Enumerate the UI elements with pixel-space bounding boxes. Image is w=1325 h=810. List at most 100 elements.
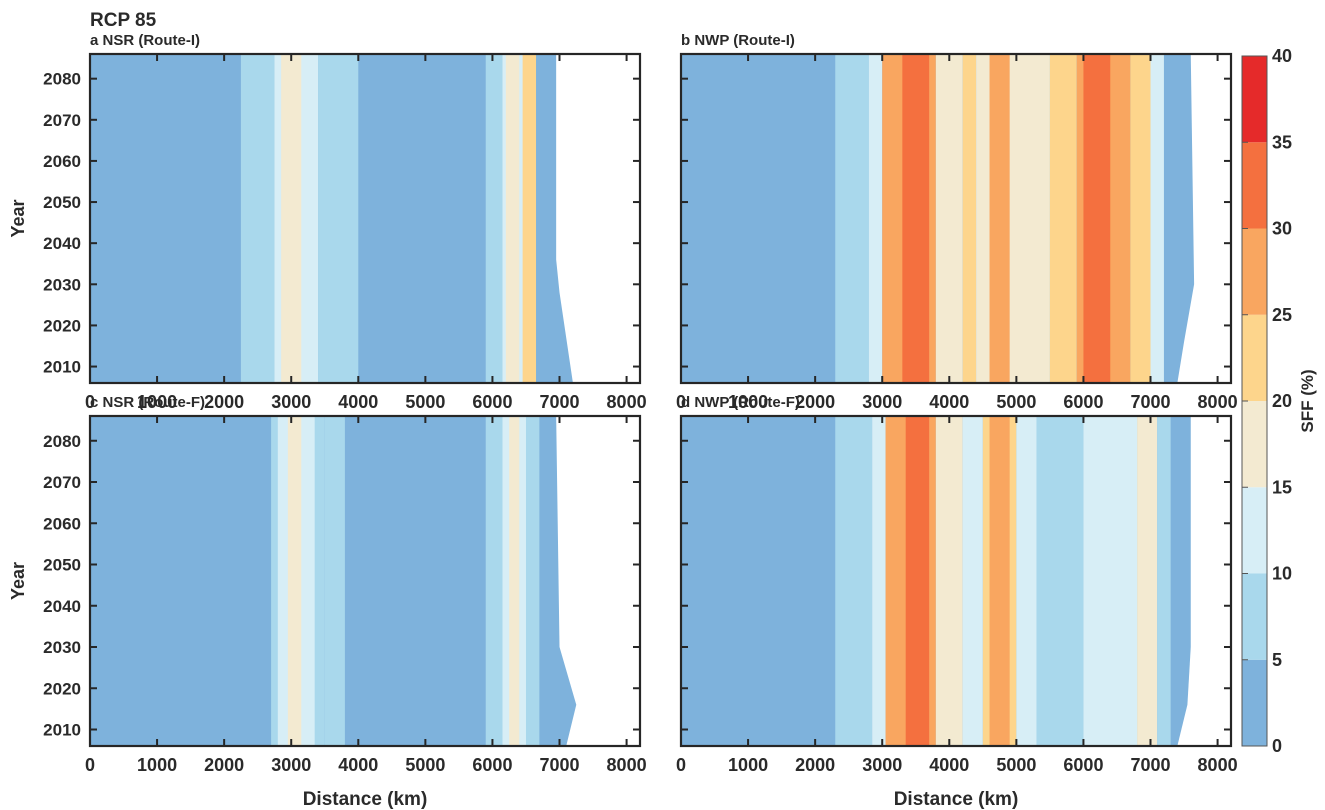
y-tick-label-a-2080: 2080 bbox=[43, 70, 81, 89]
sff-band-c-3 bbox=[324, 416, 345, 746]
colorbar-swatch-5 bbox=[1242, 228, 1267, 315]
x-tick-label-b-7000: 7000 bbox=[1130, 392, 1170, 412]
axes-frame-a bbox=[88, 52, 642, 385]
sff-band-d-5 bbox=[962, 416, 983, 746]
sff-band-b-12 bbox=[1150, 54, 1164, 383]
sff-band-a-3 bbox=[318, 54, 359, 383]
x-tick-label-c-7000: 7000 bbox=[539, 755, 579, 775]
x-tick-label-b-0: 0 bbox=[676, 392, 686, 412]
x-tick-label-d-5000: 5000 bbox=[996, 755, 1036, 775]
sff-band-a-0 bbox=[240, 54, 275, 383]
sff-band-d-7 bbox=[989, 416, 1010, 746]
panel-title-b: b NWP (Route-I) bbox=[681, 32, 795, 49]
y-axis-label-a: Year bbox=[8, 199, 28, 237]
x-tick-label-a-8000: 8000 bbox=[607, 392, 647, 412]
sff-band-d-11 bbox=[1137, 416, 1158, 746]
x-tick-label-a-0: 0 bbox=[85, 392, 95, 412]
sff-band-b-3 bbox=[902, 54, 930, 383]
sff-band-d-4 bbox=[935, 416, 963, 746]
x-tick-label-b-3000: 3000 bbox=[862, 392, 902, 412]
figure-title: RCP 85 bbox=[90, 10, 157, 31]
sff-band-b-8 bbox=[1049, 54, 1077, 383]
sff-band-a-6 bbox=[505, 54, 520, 383]
y-axis-label-c: Year bbox=[8, 562, 28, 600]
sff-band-b-1 bbox=[868, 54, 883, 383]
sff-band-a-2 bbox=[281, 54, 302, 383]
x-tick-label-c-0: 0 bbox=[85, 755, 95, 775]
colorbar-swatch-6 bbox=[1242, 142, 1267, 229]
colorbar-swatch-1 bbox=[1242, 573, 1267, 660]
y-tick-label-c-2040: 2040 bbox=[43, 597, 81, 616]
x-tick-label-c-8000: 8000 bbox=[607, 755, 647, 775]
colorbar-tick-label-25: 25 bbox=[1272, 305, 1292, 325]
x-axis-label-c: Distance (km) bbox=[303, 789, 428, 810]
y-tick-label-a-2050: 2050 bbox=[43, 193, 81, 212]
x-tick-label-c-3000: 3000 bbox=[271, 755, 311, 775]
sff-band-a-7 bbox=[522, 54, 537, 383]
x-tick-label-a-3000: 3000 bbox=[271, 392, 311, 412]
x-tick-label-d-1000: 1000 bbox=[728, 755, 768, 775]
colorbar-tick-label-10: 10 bbox=[1272, 564, 1292, 584]
colorbar-tick-label-30: 30 bbox=[1272, 219, 1292, 239]
x-tick-label-d-8000: 8000 bbox=[1198, 755, 1238, 775]
colorbar-tick-label-35: 35 bbox=[1272, 132, 1292, 152]
sff-band-a-4 bbox=[485, 54, 503, 383]
sff-band-d-12 bbox=[1157, 416, 1171, 746]
y-tick-label-a-2010: 2010 bbox=[43, 358, 81, 377]
x-tick-label-d-7000: 7000 bbox=[1130, 755, 1170, 775]
panel-title-d: d NWP (Route-F) bbox=[681, 394, 800, 411]
colorbar-swatch-4 bbox=[1242, 314, 1267, 401]
y-tick-label-a-2060: 2060 bbox=[43, 152, 81, 171]
y-tick-label-a-2020: 2020 bbox=[43, 316, 81, 335]
sff-band-d-3 bbox=[905, 416, 930, 746]
x-tick-label-d-3000: 3000 bbox=[862, 755, 902, 775]
sff-band-c-6 bbox=[509, 416, 520, 746]
y-tick-label-a-2040: 2040 bbox=[43, 234, 81, 253]
sff-band-b-4 bbox=[935, 54, 963, 383]
colorbar-tick-label-40: 40 bbox=[1272, 46, 1292, 66]
sff-band-d-0 bbox=[835, 416, 873, 746]
x-tick-label-b-8000: 8000 bbox=[1198, 392, 1238, 412]
x-tick-label-a-5000: 5000 bbox=[405, 392, 445, 412]
axes-frame-b bbox=[679, 52, 1233, 385]
x-tick-label-a-6000: 6000 bbox=[472, 392, 512, 412]
sff-band-b-10 bbox=[1083, 54, 1111, 383]
y-tick-label-c-2070: 2070 bbox=[43, 473, 81, 492]
x-tick-label-c-2000: 2000 bbox=[204, 755, 244, 775]
sff-band-d-10 bbox=[1083, 416, 1138, 746]
x-tick-label-a-1000: 1000 bbox=[137, 392, 177, 412]
colorbar-tick-label-5: 5 bbox=[1272, 650, 1282, 670]
x-tick-label-a-7000: 7000 bbox=[539, 392, 579, 412]
x-tick-label-d-2000: 2000 bbox=[795, 755, 835, 775]
x-axis-label-d: Distance (km) bbox=[894, 789, 1019, 810]
panels: a NSR (Route-I) 0 1000 2000 3000 4000 5000 6000… bbox=[8, 32, 1238, 810]
x-tick-label-b-4000: 4000 bbox=[929, 392, 969, 412]
x-tick-label-a-4000: 4000 bbox=[338, 392, 378, 412]
sff-band-d-9 bbox=[1036, 416, 1084, 746]
colorbar-tick-label-0: 0 bbox=[1272, 736, 1282, 756]
colorbar-swatch-0 bbox=[1242, 659, 1267, 746]
panel-b: b NWP (Route-I) 0 1000 2000 3000 4000 5000 6000… bbox=[676, 32, 1238, 412]
sff-band-c-2 bbox=[287, 416, 302, 746]
sff-band-b-11 bbox=[1130, 54, 1151, 383]
x-tick-label-b-1000: 1000 bbox=[728, 392, 768, 412]
y-tick-label-c-2080: 2080 bbox=[43, 432, 81, 451]
panel-d: d NWP (Route-F)0 1000 2000 3000 4000 5000 6000… bbox=[676, 394, 1238, 810]
sff-band-b-6 bbox=[976, 54, 1050, 383]
panel-title-c: c NSR (Route-F) bbox=[90, 394, 205, 411]
x-tick-label-b-6000: 6000 bbox=[1063, 392, 1103, 412]
x-tick-label-a-2000: 2000 bbox=[204, 392, 244, 412]
x-tick-label-b-5000: 5000 bbox=[996, 392, 1036, 412]
y-tick-label-c-2020: 2020 bbox=[43, 679, 81, 698]
sff-band-b-5 bbox=[962, 54, 977, 383]
x-tick-label-b-2000: 2000 bbox=[795, 392, 835, 412]
panel-title-a: a NSR (Route-I) bbox=[90, 32, 200, 49]
x-tick-label-c-6000: 6000 bbox=[472, 755, 512, 775]
y-tick-label-c-2060: 2060 bbox=[43, 514, 81, 533]
x-tick-label-d-4000: 4000 bbox=[929, 755, 969, 775]
y-tick-label-a-2030: 2030 bbox=[43, 275, 81, 294]
colorbar-label: SFF (%) bbox=[1298, 369, 1317, 432]
colorbar-tick-label-15: 15 bbox=[1272, 477, 1292, 497]
panel-a: a NSR (Route-I) 0 1000 2000 3000 4000 5000 6000… bbox=[8, 32, 647, 412]
